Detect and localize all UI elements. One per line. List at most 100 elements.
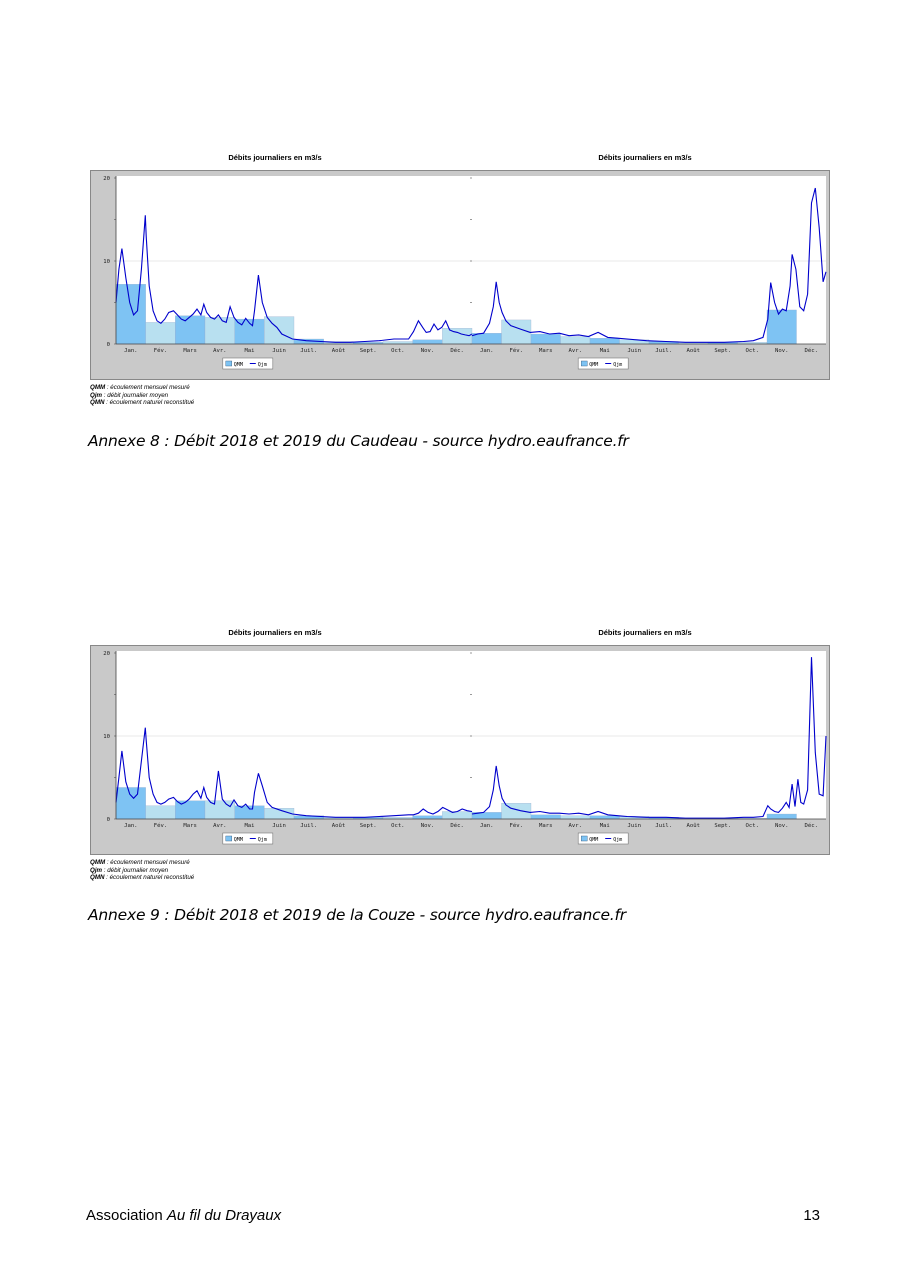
- legend-swatch-qmm: [581, 360, 588, 367]
- legend-notes: QMM : écoulement mensuel mesuré Qjm : dé…: [90, 384, 830, 407]
- legend-box: [222, 832, 274, 845]
- qmm-bar: [234, 805, 265, 820]
- x-tick-label: Avr.: [213, 823, 226, 829]
- note-qmm: QMM : écoulement mensuel mesuré: [90, 859, 190, 866]
- x-tick-label: Fév.: [154, 822, 167, 829]
- page-number: 13: [803, 1207, 820, 1224]
- x-tick-label: Mai: [600, 823, 610, 829]
- note-qmn: QMN : écoulement naturel reconstitué: [90, 399, 195, 407]
- legend-box: [577, 832, 629, 845]
- legend-label-qmm: QMM: [589, 837, 598, 843]
- x-tick-label: Déc.: [805, 347, 818, 354]
- qmm-bar: [145, 322, 176, 345]
- x-tick-label: Juin: [628, 348, 641, 354]
- qmm-bar: [766, 309, 797, 345]
- note-qmn: QMN : écoulement naturel reconstitué: [90, 874, 195, 882]
- x-tick-label: Juin: [628, 823, 641, 829]
- x-tick-label: Juin: [272, 348, 285, 354]
- chart-title: Débits journaliers en m3/s: [598, 153, 692, 162]
- association-name: Au fil du Drayaux: [166, 1207, 282, 1224]
- qmm-bar: [204, 800, 235, 820]
- x-tick-label: Avr.: [213, 348, 226, 354]
- x-tick-label: Fév.: [154, 347, 167, 354]
- qmm-bar: [501, 803, 532, 820]
- qmm-bar: [442, 328, 473, 345]
- figure-caption: Annexe 8 : Débit 2018 et 2019 du Caudeau…: [88, 432, 629, 450]
- legend-label-qjm: Qjm: [258, 837, 267, 843]
- plot-area: [116, 176, 826, 344]
- x-tick-label: Avr.: [569, 348, 582, 354]
- x-tick-label: Oct.: [746, 348, 759, 354]
- legend-label-qmm: QMM: [234, 362, 243, 368]
- qmm-bar: [589, 338, 620, 345]
- qmm-bar: [766, 813, 797, 820]
- legend-swatch-qmm: [581, 835, 588, 842]
- x-tick-label: Juil.: [300, 348, 317, 354]
- x-tick-label: Nov.: [421, 823, 434, 829]
- x-tick-label: Jan.: [124, 823, 137, 829]
- x-tick-label: Mars: [539, 348, 552, 354]
- x-tick-label: Oct.: [391, 348, 404, 354]
- x-tick-label: Avr.: [569, 823, 582, 829]
- note-qjm: Qjm : débit journalier moyen: [90, 866, 169, 874]
- legend-label-qjm: Qjm: [258, 362, 267, 368]
- qmm-bar: [501, 319, 532, 345]
- legend-swatch-qmm: [225, 360, 233, 367]
- x-tick-label: Août: [332, 347, 345, 354]
- note-qjm: Qjm : débit journalier moyen: [90, 391, 169, 399]
- legend-swatch-qmm: [225, 835, 233, 842]
- x-tick-label: Oct.: [391, 823, 404, 829]
- figure-caudeau: Débits journaliers en m3/s Débits journa…: [90, 150, 830, 407]
- x-tick-label: Nov.: [775, 823, 788, 829]
- qmm-bar: [560, 336, 591, 345]
- x-tick-label: Mars: [539, 823, 552, 829]
- x-tick-label: Mai: [244, 823, 254, 829]
- x-tick-label: Déc.: [450, 347, 463, 354]
- x-tick-label: Jan.: [480, 823, 493, 829]
- qjm-line: [471, 187, 827, 343]
- legend-label-qjm: Qjm: [613, 362, 622, 368]
- note-qmm: QMM : écoulement mensuel mesuré: [90, 384, 190, 391]
- qjm-line: [471, 657, 827, 819]
- x-tick-label: Jan.: [124, 348, 137, 354]
- legend-notes: QMM : écoulement mensuel mesuré Qjm : dé…: [90, 859, 830, 882]
- x-tick-label: Août: [332, 822, 345, 829]
- qmm-bar: [204, 317, 235, 345]
- y-tick-label: 10: [103, 734, 110, 740]
- chart-title: Débits journaliers en m3/s: [228, 628, 322, 637]
- qjm-line: [115, 727, 473, 818]
- y-tick-label: 20: [103, 176, 110, 182]
- qmm-bar: [412, 815, 443, 820]
- figure-titles: Débits journaliers en m3/s Débits journa…: [90, 625, 830, 645]
- x-tick-label: Juil.: [655, 348, 672, 354]
- y-tick-label: 20: [103, 651, 110, 657]
- legend-label-qmm: QMM: [234, 837, 243, 843]
- figure-titles: Débits journaliers en m3/s Débits journa…: [90, 150, 830, 170]
- chart-title: Débits journaliers en m3/s: [598, 628, 692, 637]
- figure-caption: Annexe 9 : Débit 2018 et 2019 de la Couz…: [88, 906, 626, 924]
- x-tick-label: Mars: [183, 823, 196, 829]
- y-tick-label: 10: [103, 259, 110, 265]
- x-tick-label: Mai: [600, 348, 610, 354]
- figure-couze: Débits journaliers en m3/s Débits journa…: [90, 625, 830, 882]
- x-tick-label: Juil.: [655, 823, 672, 829]
- x-tick-label: Jan.: [480, 348, 493, 354]
- x-tick-label: Fév.: [510, 347, 523, 354]
- y-tick-label: 0: [107, 817, 110, 823]
- footer-association: Association Au fil du Drayaux: [86, 1207, 282, 1224]
- qmm-bar: [412, 339, 443, 345]
- legend-label-qmm: QMM: [589, 362, 598, 368]
- qmm-bar: [560, 815, 591, 820]
- x-tick-label: Fév.: [510, 822, 523, 829]
- qmm-bar: [115, 284, 146, 345]
- qmm-bar: [589, 815, 620, 820]
- x-tick-label: Sept.: [714, 823, 731, 829]
- qmm-bar: [530, 333, 561, 345]
- x-tick-label: Août: [687, 347, 700, 354]
- x-tick-label: Nov.: [421, 348, 434, 354]
- chart-frame: Jan. Fév. Mars Avr. Mai Juin Juil. Août Sept. Oct…: [90, 170, 830, 380]
- x-tick-label: Août: [687, 822, 700, 829]
- chart-title: Débits journaliers en m3/s: [228, 153, 322, 162]
- x-tick-label: Juil.: [300, 823, 317, 829]
- x-tick-label: Déc.: [450, 822, 463, 829]
